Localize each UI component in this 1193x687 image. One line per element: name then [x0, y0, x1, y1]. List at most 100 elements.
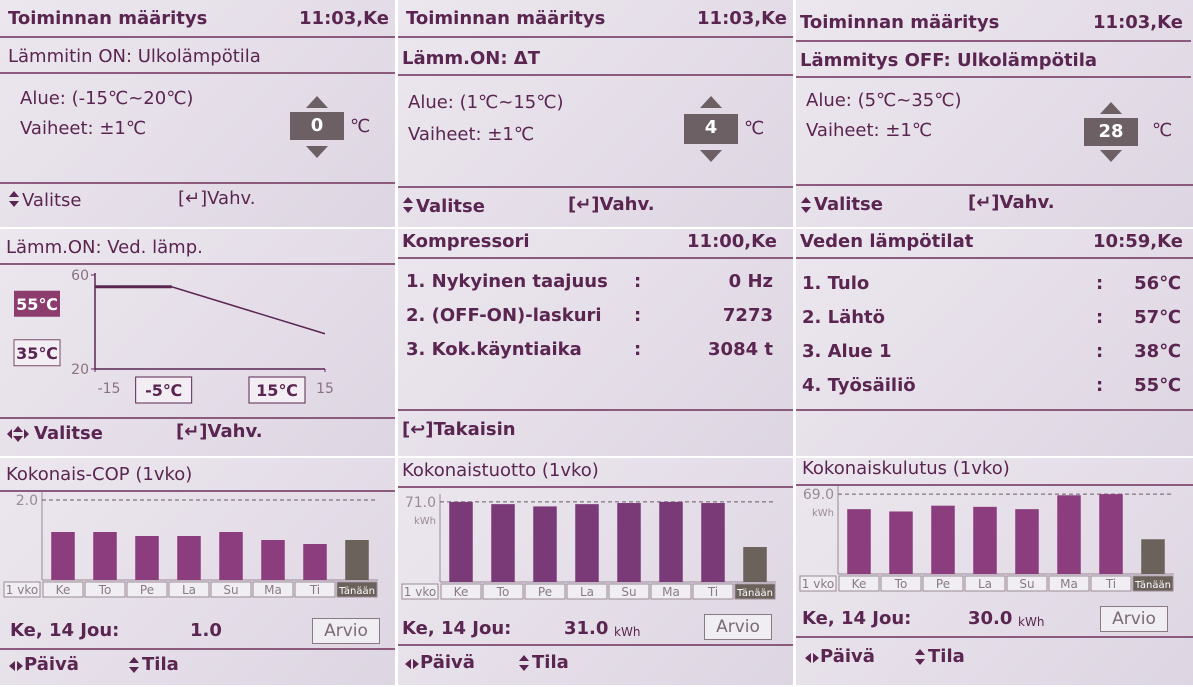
curve	[95, 286, 326, 335]
range: Alue: (5℃~35℃)	[806, 90, 962, 111]
title: Veden lämpötilat	[800, 231, 974, 252]
row-value: 57℃	[1134, 307, 1181, 328]
x-tick-label: Su	[223, 583, 238, 597]
footer-select: Valitse	[34, 423, 103, 444]
divider	[398, 257, 793, 259]
x-tick-label: To	[894, 577, 908, 591]
period-box	[3, 581, 41, 598]
category-box	[922, 575, 964, 592]
subtitle: Lämm.ON: ΔT	[402, 48, 541, 69]
bar	[659, 501, 683, 582]
footer-day: Päivä	[420, 652, 475, 673]
title: Kokonaiskulutus (1vko)	[802, 458, 1010, 479]
left-label: -5℃	[145, 381, 182, 400]
spinner-value: 28	[1084, 118, 1138, 146]
unit: ℃	[1152, 120, 1173, 141]
x-tick-label: Ti	[309, 583, 320, 597]
bar	[1141, 539, 1165, 574]
right-label: 15℃	[256, 381, 298, 400]
divider	[796, 484, 1193, 486]
period-label: 1 vko	[404, 585, 436, 599]
title: Toiminnan määritys	[8, 8, 208, 29]
steps: Vaiheet: ±1℃	[806, 120, 933, 141]
x-tick-label: Tänään	[736, 588, 773, 599]
category-box	[294, 581, 336, 598]
row-label: 2. Lähtö	[802, 307, 886, 328]
day: Ke, 14 Jou:	[402, 618, 512, 639]
x-tick-label: Ma	[662, 585, 680, 599]
footer-confirm: [↵]Vahv.	[568, 194, 655, 215]
x-tick-label: Tänään	[338, 586, 375, 597]
row-value: 55℃	[1134, 375, 1181, 396]
time: 11:03,Ke	[299, 8, 389, 29]
day-value: 30.0	[968, 608, 1013, 629]
footer-mode: Tila	[142, 654, 179, 675]
footer-mode: Tila	[532, 652, 569, 673]
updown-icon	[519, 655, 529, 671]
divider	[0, 648, 395, 650]
left-box	[135, 376, 193, 404]
x-tick-label: Ke	[454, 585, 469, 599]
spinner-value: 0	[290, 112, 344, 140]
row-colon: :	[1096, 273, 1104, 294]
time: 11:03,Ke	[1093, 12, 1183, 33]
bar	[1015, 509, 1039, 574]
x-tick-label: Ke	[56, 583, 71, 597]
category-box	[42, 581, 84, 598]
leftright-icon	[805, 653, 819, 663]
divider	[796, 409, 1193, 411]
subtitle: Lämmitys OFF: Ulkolämpötila	[800, 50, 1098, 71]
chart-screen: Kokonaiskulutus (1vko) 69.0 kWh 1 vko Ke To P…	[796, 458, 1193, 685]
time: 10:59,Ke	[1093, 231, 1183, 252]
y-tick-label: 20	[71, 362, 89, 378]
divider	[398, 36, 793, 38]
row-value: 0 Hz	[728, 271, 773, 292]
day: Ke, 14 Jou:	[802, 608, 912, 629]
day-value: 31.0	[564, 618, 609, 639]
bar-chart: 69.0 kWh 1 vko Ke To Pe La Su Ma Ti Tänään	[799, 486, 1174, 592]
x-tick-label: Su	[1019, 577, 1034, 591]
bar	[93, 532, 117, 580]
y-tick-label: 60	[71, 268, 89, 284]
bar	[51, 532, 75, 580]
subtitle: Lämmitin ON: Ulkolämpötila	[8, 46, 261, 67]
steps: Vaiheet: ±1℃	[20, 118, 147, 139]
x-tick-label: 15	[316, 381, 334, 397]
divider	[0, 36, 395, 38]
bar	[847, 509, 871, 574]
compressor-screen: Kompressori 11:00,Ke 1. Nykyinen taajuus…	[398, 229, 793, 456]
bar	[261, 540, 285, 580]
divider	[398, 409, 793, 411]
row-colon: :	[1096, 307, 1104, 328]
title: Lämm.ON: Ved. lämp.	[6, 237, 203, 258]
row-label: 1. Tulo	[802, 273, 870, 294]
bar	[449, 501, 473, 582]
divider	[0, 263, 395, 265]
bar	[973, 506, 997, 574]
footer-confirm: [↵]Vahv.	[968, 192, 1055, 213]
category-box	[650, 583, 692, 600]
divider	[0, 417, 395, 419]
bar-chart: 71.0 kWh 1 vko Ke To Pe La Su Ma Ti Tänään	[401, 494, 776, 600]
day-unit: kWh	[614, 625, 641, 639]
footer-select: Valitse	[22, 190, 82, 211]
settings-screen: Toiminnan määritys 11:03,Ke Lämm.ON: ΔT …	[398, 0, 793, 227]
range: Alue: (1℃~15℃)	[408, 92, 564, 113]
title: Kokonais-COP (1vko)	[6, 464, 193, 485]
chart-screen: Kokonaistuotto (1vko) 71.0 kWh 1 vko Ke To Pe…	[398, 458, 793, 685]
divider	[796, 184, 1193, 186]
y-tick-label: 2.0	[16, 493, 38, 509]
graph-screen: Lämm.ON: Ved. lämp. 20 60 -15 15 55℃ 35℃ -5℃ 15…	[0, 229, 395, 456]
divider	[0, 182, 395, 184]
direction-icon	[7, 426, 29, 442]
footer-mode: Tila	[928, 646, 965, 667]
bar	[135, 536, 159, 580]
bar	[575, 504, 599, 582]
x-tick-label: La	[182, 583, 196, 597]
x-tick-label: La	[978, 577, 992, 591]
category-box	[838, 575, 880, 592]
divider	[398, 186, 793, 188]
x-tick-label: -15	[98, 381, 121, 397]
category-box	[608, 583, 650, 600]
